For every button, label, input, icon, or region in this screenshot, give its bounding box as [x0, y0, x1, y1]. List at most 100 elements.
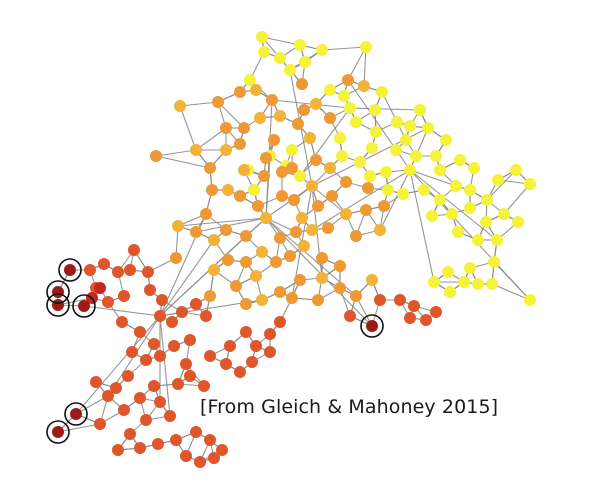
graph-node [84, 264, 96, 276]
graph-node [190, 426, 202, 438]
graph-node [422, 122, 434, 134]
graph-node [98, 258, 110, 270]
graph-node [102, 296, 114, 308]
graph-node [336, 150, 348, 162]
graph-edge [503, 183, 531, 215]
graph-node [316, 44, 328, 56]
graph-node [240, 256, 252, 268]
graph-node [434, 194, 446, 206]
graph-node [234, 86, 246, 98]
graph-node [480, 216, 492, 228]
graph-node [220, 224, 232, 236]
graph-edge [486, 169, 517, 201]
graph-node [212, 96, 224, 108]
citation-caption: [From Gleich & Mahoney 2015] [200, 396, 499, 418]
graph-node [404, 120, 416, 132]
graph-node [170, 252, 182, 264]
highlight-ring [64, 402, 88, 426]
graph-node [154, 396, 166, 408]
graph-node [304, 132, 316, 144]
graph-node [488, 256, 500, 268]
graph-node [428, 276, 440, 288]
graph-node [512, 216, 524, 228]
graph-node [442, 266, 454, 278]
graph-edge [363, 46, 367, 87]
graph-node [134, 326, 146, 338]
graph-node [118, 404, 130, 416]
graph-node [410, 150, 422, 162]
graph-node [498, 208, 510, 220]
graph-node [144, 284, 156, 296]
graph-node [468, 162, 480, 174]
graph-node [166, 316, 178, 328]
graph-node [274, 110, 286, 122]
graph-node [362, 182, 374, 194]
graph-node [204, 350, 216, 362]
graph-node [256, 31, 268, 43]
graph-node [274, 316, 286, 328]
graph-node [344, 310, 356, 322]
graph-node [382, 184, 394, 196]
graph-node [344, 102, 356, 114]
graph-node [184, 334, 196, 346]
graph-edge [83, 305, 161, 317]
graph-node [316, 272, 328, 284]
graph-node [418, 184, 430, 196]
graph-node [270, 256, 282, 268]
graph-edge [57, 423, 101, 433]
graph-node [168, 340, 180, 352]
graph-node [434, 164, 446, 176]
graph-edge [177, 217, 267, 227]
graph-node [426, 210, 438, 222]
graph-node [306, 180, 318, 192]
graph-node [450, 180, 462, 192]
graph-node [288, 194, 300, 206]
graph-edge [179, 101, 219, 107]
graph-edge [159, 239, 215, 317]
graph-node [180, 450, 192, 462]
graph-node [510, 164, 522, 176]
graph-node [94, 282, 106, 294]
graph-node [334, 260, 346, 272]
graph-node [264, 346, 276, 358]
graph-node [234, 366, 246, 378]
graph-node [464, 262, 476, 274]
graph-node [420, 314, 432, 326]
graph-node [350, 290, 362, 302]
graph-node [52, 286, 64, 298]
graph-node [440, 134, 452, 146]
graph-node [122, 370, 134, 382]
graph-node [156, 294, 168, 306]
graph-node [464, 202, 476, 214]
graph-node [260, 212, 272, 224]
graph-node [176, 306, 188, 318]
graph-node [391, 116, 403, 128]
highlight-ring [46, 293, 70, 317]
graph-node [164, 410, 176, 422]
graph-node [310, 154, 322, 166]
graph-node [78, 300, 90, 312]
graph-node [294, 170, 306, 182]
graph-node [394, 294, 406, 306]
graph-edge [347, 46, 367, 81]
graph-node [70, 408, 82, 420]
graph-node [458, 276, 470, 288]
graph-edge [217, 101, 245, 129]
graph-node [380, 166, 392, 178]
graph-node [208, 452, 220, 464]
graph-node [292, 118, 304, 130]
graph-edge [195, 217, 267, 233]
graph-node [472, 234, 484, 246]
graph-node [90, 376, 102, 388]
graph-node [174, 100, 186, 112]
graph-node [310, 98, 322, 110]
graph-node [244, 74, 256, 86]
graph-node [102, 390, 114, 402]
graph-node [376, 86, 388, 98]
graph-node [258, 46, 270, 58]
graph-node [124, 264, 136, 276]
graph-node [258, 170, 270, 182]
graph-node [324, 84, 336, 96]
graph-node [52, 426, 64, 438]
